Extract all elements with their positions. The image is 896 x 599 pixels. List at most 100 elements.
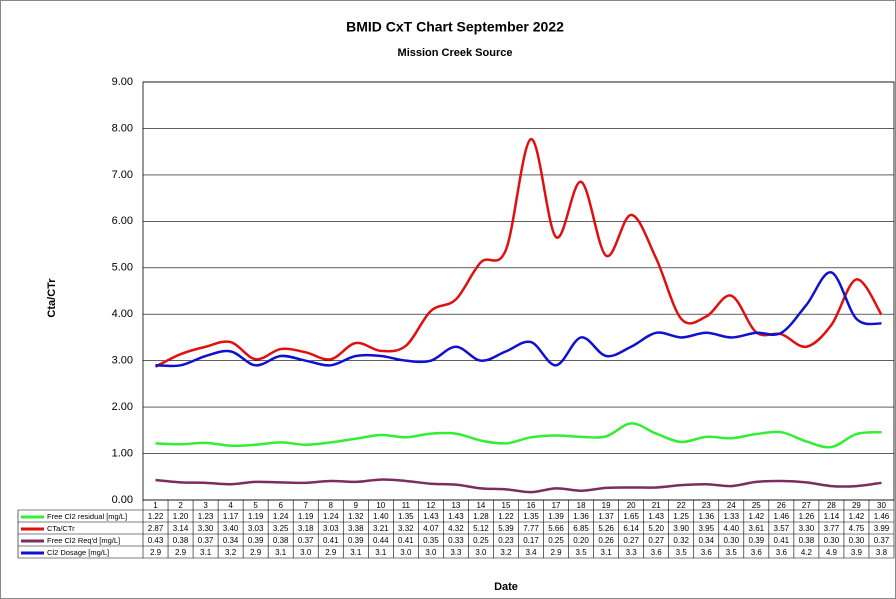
table-cell: 1.26 [799,512,815,521]
x-tick-label: 2 [178,501,183,510]
table-cell: 3.5 [726,548,738,557]
table-cell: 0.30 [849,536,865,545]
table-cell: 1.24 [273,512,289,521]
legend-label: CTa/CTr [47,524,75,533]
table-cell: 0.35 [423,536,439,545]
table-cell: 3.0 [475,548,487,557]
table-cell: 3.6 [651,548,663,557]
series-line [155,271,882,368]
table-cell: 1.43 [648,512,664,521]
table-cell: 3.40 [223,524,239,533]
table-cell: 1.46 [874,512,890,521]
table-cell: 3.1 [275,548,287,557]
table-cell: 3.38 [348,524,364,533]
table-cell: 3.1 [350,548,362,557]
x-tick-label: 9 [354,501,359,510]
table-cell: 2.9 [250,548,262,557]
y-axis-label: Cta/CTr [46,278,58,318]
table-cell: 0.39 [348,536,364,545]
table-cell: 0.34 [223,536,239,545]
y-tick-label: 7.00 [112,169,133,181]
table-cell: 0.27 [623,536,639,545]
table-cell: 3.0 [300,548,312,557]
table-cell: 7.77 [523,524,539,533]
table-cell: 3.1 [200,548,212,557]
table-cell: 0.30 [824,536,840,545]
table-cell: 6.14 [623,524,639,533]
x-tick-label: 20 [627,501,636,510]
table-cell: 3.03 [248,524,264,533]
x-axis-label: Date [494,581,518,593]
table-cell: 2.9 [550,548,562,557]
table-cell: 3.0 [400,548,412,557]
table-cell: 0.32 [673,536,689,545]
table-cell: 2.87 [148,524,164,533]
x-tick-label: 27 [802,501,811,510]
x-tick-label: 18 [577,501,586,510]
table-cell: 4.2 [801,548,813,557]
x-tick-label: 6 [278,501,283,510]
x-tick-label: 25 [752,501,761,510]
table-cell: 0.38 [173,536,189,545]
legend-label: Cl2 Dosage [mg/L] [47,548,109,557]
table-cell: 1.46 [774,512,790,521]
table-cell: 3.57 [774,524,790,533]
x-tick-label: 14 [476,501,485,510]
x-tick-label: 12 [426,501,435,510]
table-cell: 0.37 [298,536,314,545]
x-tick-label: 22 [677,501,686,510]
table-cell: 2.9 [325,548,337,557]
table-cell: 1.19 [298,512,314,521]
table-cell: 1.43 [423,512,439,521]
table-cell: 1.33 [723,512,739,521]
table-cell: 0.25 [548,536,564,545]
table-cell: 3.1 [375,548,387,557]
table-cell: 0.26 [598,536,614,545]
table-cell: 3.30 [198,524,214,533]
legend-label: Free Cl2 Req'd [mg/L] [47,536,120,545]
table-cell: 3.32 [398,524,414,533]
x-tick-label: 17 [552,501,561,510]
table-cell: 3.90 [673,524,689,533]
table-cell: 0.41 [323,536,339,545]
x-tick-label: 15 [502,501,511,510]
table-cell: 3.95 [698,524,714,533]
x-tick-label: 23 [702,501,711,510]
table-cell: 0.41 [398,536,414,545]
x-tick-label: 28 [827,501,836,510]
x-tick-label: 19 [602,501,611,510]
table-cell: 1.40 [373,512,389,521]
table-cell: 1.36 [698,512,714,521]
table-cell: 3.25 [273,524,289,533]
table-cell: 0.39 [248,536,264,545]
table-cell: 1.20 [173,512,189,521]
table-cell: 3.6 [701,548,713,557]
table-cell: 4.32 [448,524,464,533]
table-cell: 3.77 [824,524,840,533]
table-cell: 3.3 [450,548,462,557]
table-cell: 1.42 [749,512,765,521]
x-tick-label: 8 [329,501,334,510]
table-cell: 0.23 [498,536,514,545]
table-cell: 0.25 [473,536,489,545]
x-tick-label: 24 [727,501,736,510]
y-tick-label: 1.00 [112,447,133,459]
x-tick-label: 13 [451,501,460,510]
y-tick-label: 2.00 [112,401,133,413]
table-cell: 3.1 [601,548,613,557]
table-cell: 0.27 [648,536,664,545]
table-cell: 0.17 [523,536,539,545]
table-cell: 4.9 [826,548,838,557]
table-cell: 1.22 [498,512,514,521]
table-cell: 3.30 [799,524,815,533]
table-cell: 1.14 [824,512,840,521]
x-tick-label: 1 [153,501,158,510]
table-cell: 0.37 [874,536,890,545]
table-cell: 6.85 [573,524,589,533]
table-cell: 3.21 [373,524,389,533]
table-cell: 4.40 [723,524,739,533]
table-cell: 0.38 [273,536,289,545]
table-cell: 5.39 [498,524,514,533]
